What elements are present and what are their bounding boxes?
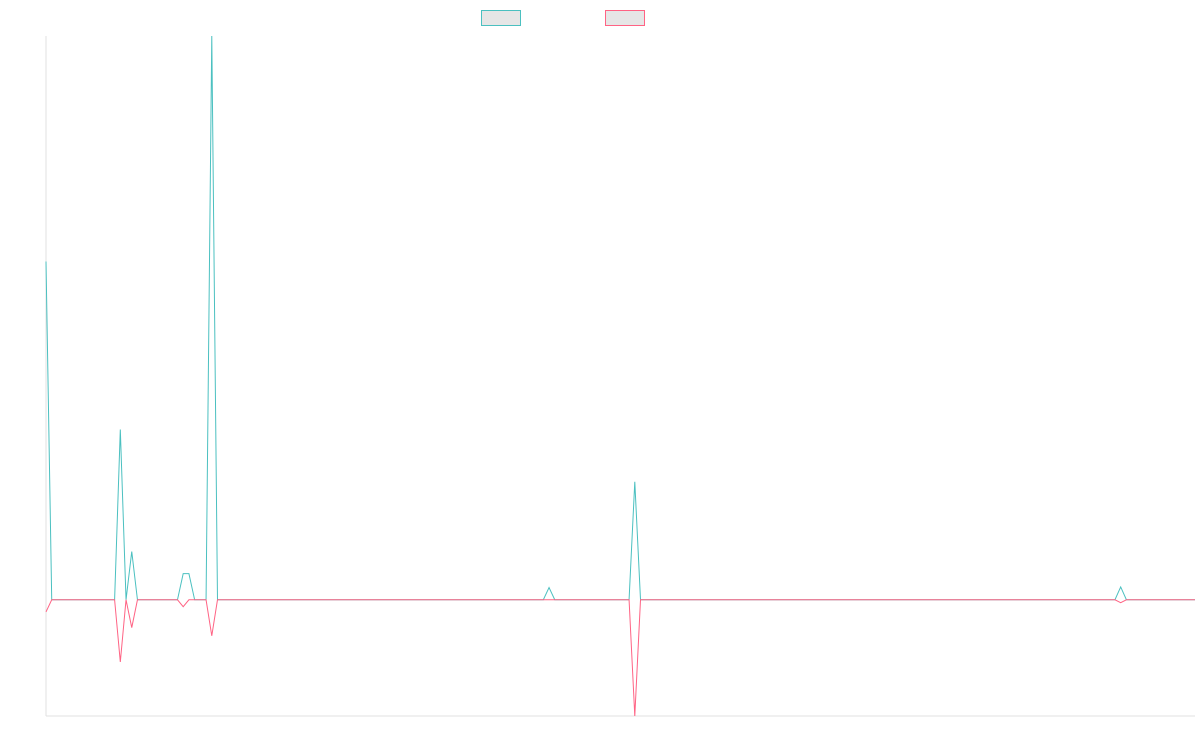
legend-swatch[interactable] bbox=[605, 10, 645, 26]
line-series bbox=[45, 599, 1195, 717]
legend-swatch[interactable] bbox=[481, 10, 521, 26]
line-series bbox=[45, 35, 1195, 601]
